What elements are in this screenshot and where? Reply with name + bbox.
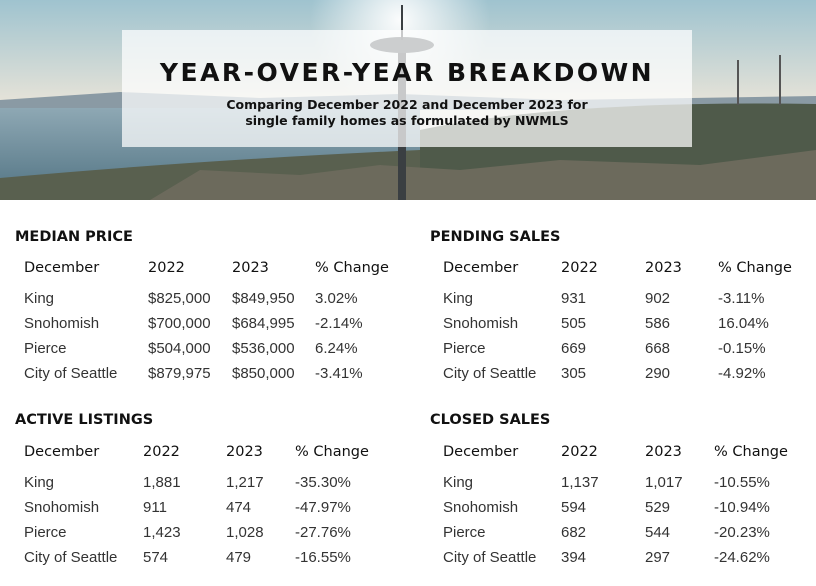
table-cell: 931 <box>561 290 587 307</box>
column-header: % Change <box>718 260 792 276</box>
title-box: YEAR-OVER-YEAR BREAKDOWN Comparing Decem… <box>122 30 692 147</box>
table-cell: 574 <box>143 549 169 566</box>
row-label: King <box>443 474 474 491</box>
table-cell: -10.55% <box>714 474 770 491</box>
column-header: % Change <box>295 444 369 460</box>
table-cell: 16.04% <box>718 315 769 332</box>
table-cell: 3.02% <box>315 290 358 307</box>
row-label: Snohomish <box>443 499 519 516</box>
column-header: 2022 <box>143 444 180 460</box>
row-label: City of Seattle <box>443 549 537 566</box>
table-cell: -27.76% <box>295 524 351 541</box>
table-cell: 902 <box>645 290 671 307</box>
page-subtitle: Comparing December 2022 and December 202… <box>226 97 588 128</box>
row-label: City of Seattle <box>24 365 118 382</box>
row-label: King <box>443 290 474 307</box>
table-cell: 6.24% <box>315 340 358 357</box>
page-title: YEAR-OVER-YEAR BREAKDOWN <box>159 58 655 87</box>
table-cell: 668 <box>645 340 671 357</box>
table-cell: $850,000 <box>232 365 295 382</box>
column-header: December <box>443 260 519 276</box>
row-label: Snohomish <box>24 315 100 332</box>
row-label: King <box>24 474 55 491</box>
table-cell: $684,995 <box>232 315 295 332</box>
column-header: % Change <box>714 444 788 460</box>
column-header: December <box>24 444 100 460</box>
table-cell: -3.41% <box>315 365 363 382</box>
table-cell: 586 <box>645 315 671 332</box>
row-label: City of Seattle <box>443 365 537 382</box>
table-cell: 290 <box>645 365 671 382</box>
row-label: Snohomish <box>443 315 519 332</box>
table-cell: 1,423 <box>143 524 181 541</box>
row-label: Pierce <box>443 524 486 541</box>
row-label: Pierce <box>24 524 67 541</box>
table-title: CLOSED SALES <box>430 412 551 428</box>
table-cell: -10.94% <box>714 499 770 516</box>
column-header: 2022 <box>561 260 598 276</box>
table-cell: -16.55% <box>295 549 351 566</box>
table-cell: 682 <box>561 524 587 541</box>
table-cell: $879,975 <box>148 365 211 382</box>
row-label: King <box>24 290 55 307</box>
table-title: MEDIAN PRICE <box>15 229 133 245</box>
table-cell: 544 <box>645 524 671 541</box>
table-cell: 505 <box>561 315 587 332</box>
table-title: ACTIVE LISTINGS <box>15 412 154 428</box>
column-header: 2023 <box>226 444 263 460</box>
table-cell: 1,137 <box>561 474 599 491</box>
table-cell: 479 <box>226 549 252 566</box>
column-header: 2022 <box>148 260 185 276</box>
table-cell: -35.30% <box>295 474 351 491</box>
table-cell: 297 <box>645 549 671 566</box>
table-cell: 1,217 <box>226 474 264 491</box>
table-cell: -0.15% <box>718 340 766 357</box>
column-header: 2023 <box>232 260 269 276</box>
table-cell: 1,028 <box>226 524 264 541</box>
table-cell: 669 <box>561 340 587 357</box>
column-header: 2023 <box>645 444 682 460</box>
table-cell: $825,000 <box>148 290 211 307</box>
column-header: 2022 <box>561 444 598 460</box>
table-cell: 529 <box>645 499 671 516</box>
table-cell: -2.14% <box>315 315 363 332</box>
table-cell: 1,017 <box>645 474 683 491</box>
column-header: % Change <box>315 260 389 276</box>
table-cell: $700,000 <box>148 315 211 332</box>
table-cell: 394 <box>561 549 587 566</box>
table-cell: 474 <box>226 499 252 516</box>
table-cell: $849,950 <box>232 290 295 307</box>
table-cell: -24.62% <box>714 549 770 566</box>
table-cell: 594 <box>561 499 587 516</box>
table-cell: 911 <box>143 499 167 516</box>
column-header: December <box>443 444 519 460</box>
column-header: December <box>24 260 100 276</box>
table-cell: -3.11% <box>718 290 765 307</box>
row-label: City of Seattle <box>24 549 118 566</box>
row-label: Pierce <box>24 340 67 357</box>
table-cell: -47.97% <box>295 499 351 516</box>
column-header: 2023 <box>645 260 682 276</box>
table-cell: -4.92% <box>718 365 766 382</box>
table-cell: $504,000 <box>148 340 211 357</box>
table-cell: 305 <box>561 365 587 382</box>
table-cell: -20.23% <box>714 524 770 541</box>
table-title: PENDING SALES <box>430 229 561 245</box>
table-cell: $536,000 <box>232 340 295 357</box>
table-cell: 1,881 <box>143 474 181 491</box>
row-label: Snohomish <box>24 499 100 516</box>
row-label: Pierce <box>443 340 486 357</box>
